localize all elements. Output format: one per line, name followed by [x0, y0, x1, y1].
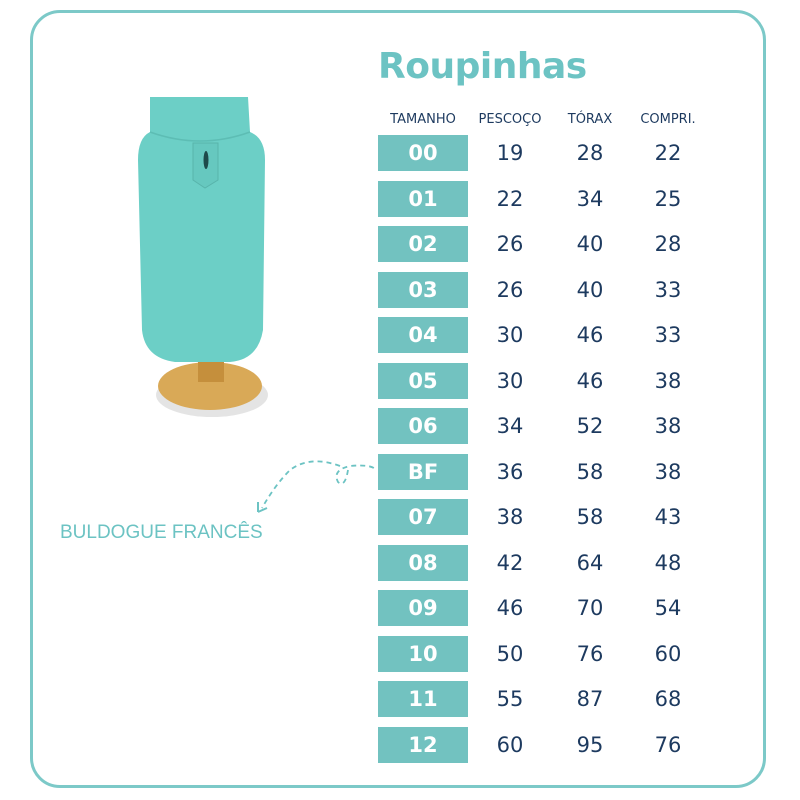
size-label: 09 [378, 590, 468, 626]
length-value: 28 [654, 232, 682, 256]
neck-value: 36 [496, 459, 524, 484]
length-value: 33 [654, 277, 682, 302]
size-label: 05 [378, 362, 468, 399]
neck-value: 22 [496, 186, 524, 211]
size-label: 02 [378, 226, 468, 262]
neck-value: 38 [496, 505, 524, 529]
table-row: 10 50 76 60 [0, 635, 800, 672]
neck-value: 34 [496, 414, 524, 438]
size-label: 01 [378, 180, 468, 217]
size-label: 11 [378, 681, 468, 717]
neck-value: 55 [496, 687, 524, 711]
table-row: 07 38 58 43 [0, 499, 800, 535]
size-label: 08 [378, 544, 468, 581]
length-value: 38 [654, 459, 682, 484]
chest-value: 28 [576, 141, 604, 165]
table-row: 09 46 70 54 [0, 590, 800, 626]
size-label: 07 [378, 499, 468, 535]
length-value: 48 [654, 550, 682, 575]
dog-sweater [138, 97, 265, 362]
size-label: 06 [378, 408, 468, 444]
chest-value: 58 [576, 459, 604, 484]
table-row: 06 34 52 38 [0, 408, 800, 444]
table-row: 12 60 95 76 [0, 726, 800, 763]
neck-value: 30 [496, 368, 524, 393]
chest-value: 34 [576, 186, 604, 211]
length-value: 25 [654, 186, 682, 211]
annotation-label: BULDOGUE FRANCÊS [60, 522, 263, 543]
dashed-arrow [261, 460, 377, 509]
chest-value: 40 [576, 277, 604, 302]
table-row: 05 30 46 38 [0, 362, 800, 399]
chest-value: 46 [576, 323, 604, 347]
chest-value: 95 [576, 732, 604, 757]
table-row: 00 19 28 22 [0, 135, 800, 171]
size-label: BF [378, 453, 468, 490]
length-value: 33 [654, 323, 682, 347]
chest-value: 64 [576, 550, 604, 575]
table-row: 03 26 40 33 [0, 271, 800, 308]
length-value: 43 [654, 505, 682, 529]
chest-value: 87 [576, 687, 604, 711]
border-frame [30, 10, 766, 788]
table-row: 02 26 40 28 [0, 226, 800, 262]
wooden-stand [158, 362, 262, 410]
length-value: 38 [654, 414, 682, 438]
neck-value: 30 [496, 323, 524, 347]
length-value: 54 [654, 596, 682, 620]
size-label: 12 [378, 726, 468, 763]
neck-value: 46 [496, 596, 524, 620]
length-value: 60 [654, 641, 682, 666]
table-row: 11 55 87 68 [0, 681, 800, 717]
table-row: 01 22 34 25 [0, 180, 800, 217]
size-label: 00 [378, 135, 468, 171]
neck-value: 42 [496, 550, 524, 575]
size-label: 04 [378, 317, 468, 353]
neck-value: 60 [496, 732, 524, 757]
neck-value: 26 [496, 277, 524, 302]
length-value: 68 [654, 687, 682, 711]
size-label: 03 [378, 271, 468, 308]
chest-value: 52 [576, 414, 604, 438]
header-tamanho: TAMANHO [390, 112, 456, 127]
page-title: Roupinhas [378, 46, 587, 87]
table-row: BF 36 58 38 [0, 453, 800, 490]
chest-value: 46 [576, 368, 604, 393]
table-row: 08 42 64 48 [0, 544, 800, 581]
neck-value: 26 [496, 232, 524, 256]
length-value: 38 [654, 368, 682, 393]
chest-value: 40 [576, 232, 604, 256]
header-pescoco: PESCOÇO [478, 112, 542, 127]
length-value: 22 [654, 141, 682, 165]
header-comprimento: COMPRI. [640, 112, 696, 127]
header-torax: TÓRAX [567, 112, 613, 127]
neck-value: 50 [496, 641, 524, 666]
length-value: 76 [654, 732, 682, 757]
chest-value: 76 [576, 641, 604, 666]
table-row: 04 30 46 33 [0, 317, 800, 353]
chest-value: 58 [576, 505, 604, 529]
neck-value: 19 [496, 141, 524, 165]
size-label: 10 [378, 635, 468, 672]
chest-value: 70 [576, 596, 604, 620]
